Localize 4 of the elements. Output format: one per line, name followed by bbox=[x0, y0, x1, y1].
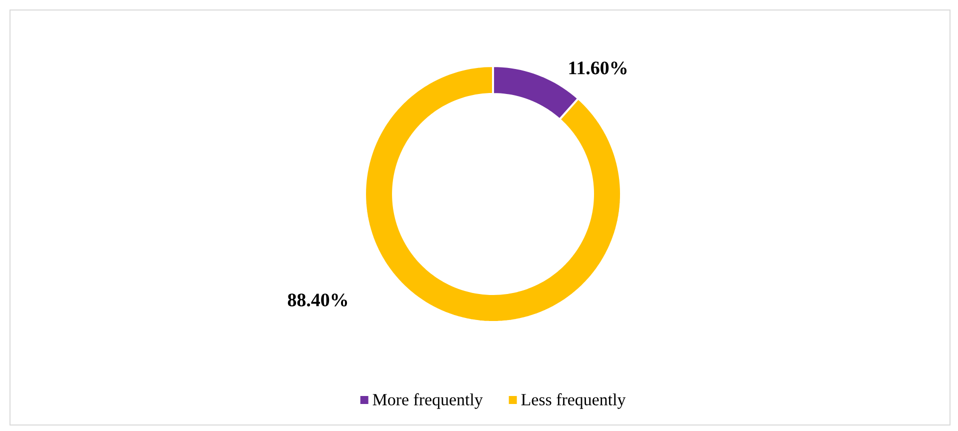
legend-label: More frequently bbox=[372, 393, 483, 409]
data-label: 11.60% bbox=[569, 62, 626, 74]
legend-label: Less frequently bbox=[521, 393, 626, 409]
data-label: 88.40% bbox=[288, 294, 347, 306]
